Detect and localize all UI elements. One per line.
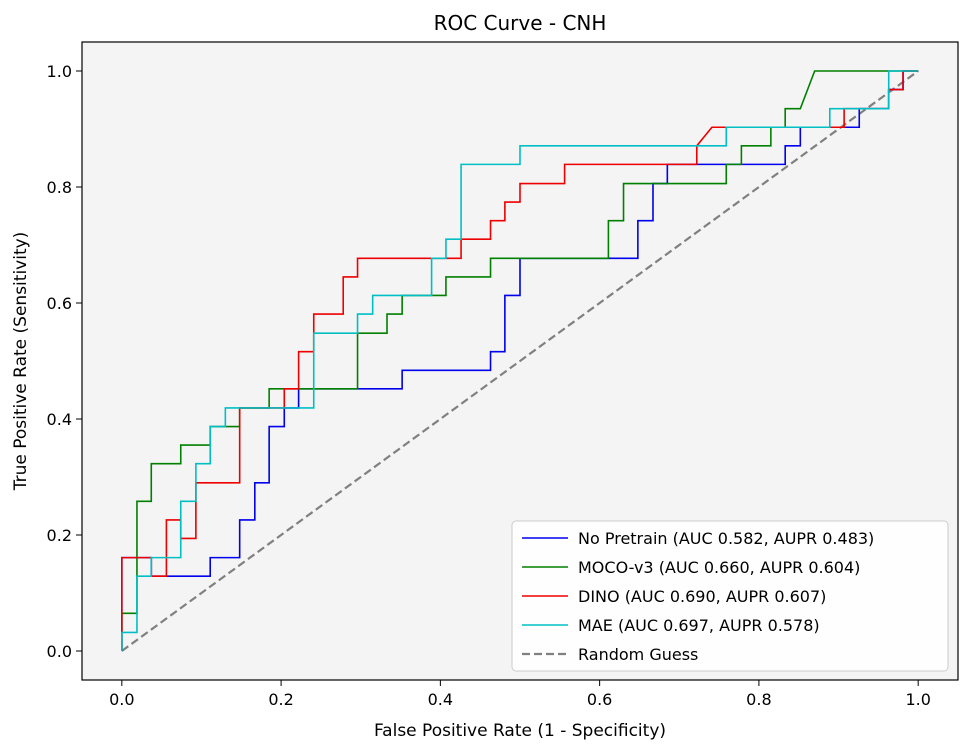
plot-frame bbox=[81, 41, 959, 681]
chart-title: ROC Curve - CNH bbox=[434, 11, 607, 35]
x-axis-label: False Positive Rate (1 - Specificity) bbox=[374, 721, 666, 741]
x-tick-label: 0.2 bbox=[268, 690, 293, 709]
x-tick-label: 0.8 bbox=[746, 690, 771, 709]
series-layer bbox=[121, 70, 919, 652]
x-tick-label: 1.0 bbox=[905, 690, 930, 709]
y-tick-label: 1.0 bbox=[47, 62, 72, 81]
legend-entry: DINO (AUC 0.690, AUPR 0.607) bbox=[578, 587, 826, 606]
legend: No Pretrain (AUC 0.582, AUPR 0.483) MOCO-… bbox=[511, 520, 949, 672]
x-tick-label: 0.0 bbox=[109, 690, 134, 709]
y-tick-label: 0.4 bbox=[47, 410, 72, 429]
y-tick-label: 0.2 bbox=[47, 526, 72, 545]
y-tick-label: 0.8 bbox=[47, 178, 72, 197]
series-line-3 bbox=[121, 70, 919, 651]
y-axis-label: True Positive Rate (Sensitivity) bbox=[11, 232, 31, 492]
legend-entry: No Pretrain (AUC 0.582, AUPR 0.483) bbox=[578, 529, 874, 548]
y-tick-label: 0.0 bbox=[47, 642, 72, 661]
y-tick-label: 0.6 bbox=[47, 294, 72, 313]
legend-entry: MOCO-v3 (AUC 0.660, AUPR 0.604) bbox=[578, 558, 860, 577]
y-axis-ticks: 0.0 0.2 0.4 0.6 0.8 1.0 bbox=[47, 62, 82, 661]
series-line-4 bbox=[121, 70, 919, 652]
x-tick-label: 0.4 bbox=[428, 690, 453, 709]
x-tick-label: 0.6 bbox=[587, 690, 612, 709]
x-axis-ticks: 0.0 0.2 0.4 0.6 0.8 1.0 bbox=[109, 680, 931, 709]
legend-box bbox=[511, 520, 949, 672]
legend-entry: Random Guess bbox=[578, 645, 698, 664]
legend-entry: MAE (AUC 0.697, AUPR 0.578) bbox=[578, 616, 820, 635]
